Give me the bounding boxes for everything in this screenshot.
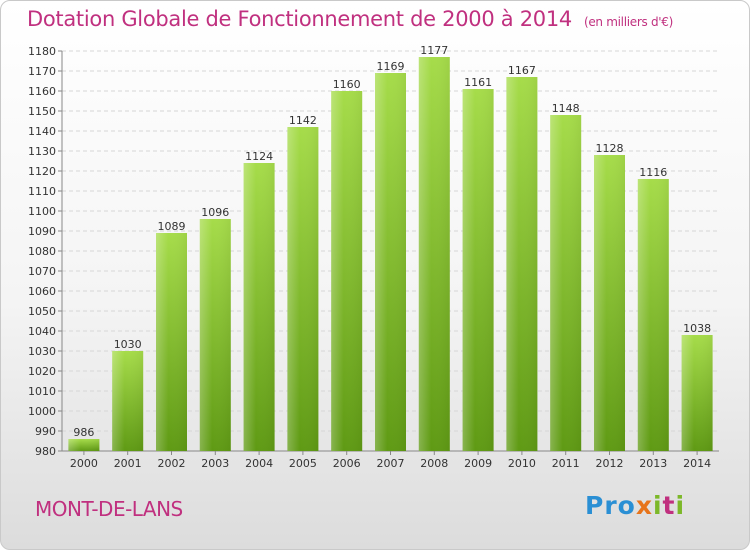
proxiti-logo: Proxiti [585, 491, 686, 520]
x-tick-label: 2011 [552, 457, 580, 470]
y-tick-label: 1130 [28, 145, 56, 158]
y-tick-label: 990 [35, 425, 56, 438]
y-tick-label: 1050 [28, 305, 56, 318]
x-tick-label: 2003 [201, 457, 229, 470]
bar-sheen [243, 163, 275, 451]
bar-value-label: 1089 [158, 220, 186, 233]
bar-sheen [156, 233, 187, 451]
bar-sheen [506, 77, 538, 451]
y-tick-label: 1120 [28, 165, 56, 178]
x-tick-label: 2002 [158, 457, 186, 470]
bar-value-label: 986 [73, 426, 94, 439]
bar-sheen [462, 89, 494, 451]
bar-sheen [199, 219, 231, 451]
x-tick-label: 2010 [508, 457, 536, 470]
bar-sheen [375, 73, 406, 451]
chart-title-text: Dotation Globale de Fonctionnement de 20… [27, 7, 572, 31]
bar-sheen [418, 57, 450, 451]
bar-sheen [637, 179, 669, 451]
x-tick-label: 2006 [333, 457, 361, 470]
y-tick-label: 1140 [28, 125, 56, 138]
y-tick-label: 1180 [28, 45, 56, 58]
y-tick-label: 1060 [28, 285, 56, 298]
bar-sheen [112, 351, 144, 451]
y-tick-label: 1170 [28, 65, 56, 78]
bar-value-label: 1167 [508, 64, 536, 77]
x-tick-label: 2001 [114, 457, 142, 470]
bar-value-label: 1142 [289, 114, 317, 127]
y-tick-label: 1010 [28, 385, 56, 398]
bar-value-label: 1128 [596, 142, 624, 155]
bar-sheen [68, 439, 100, 451]
y-tick-label: 1040 [28, 325, 56, 338]
bar-sheen [681, 335, 713, 451]
bar-value-label: 1177 [420, 44, 448, 57]
x-tick-label: 2008 [420, 457, 448, 470]
bar-value-label: 1161 [464, 76, 492, 89]
chart-title: Dotation Globale de Fonctionnement de 20… [27, 7, 673, 31]
bar-sheen [287, 127, 319, 451]
bar-value-label: 1160 [333, 78, 361, 91]
x-tick-label: 2007 [377, 457, 405, 470]
bar-sheen [331, 91, 363, 451]
x-tick-label: 2005 [289, 457, 317, 470]
axes: 980 990 1000 1010 1020 1030 1040 1050 1060 1070 10… [28, 45, 719, 470]
chart-unit: (en milliers d'€) [583, 15, 673, 29]
bar-value-label: 1169 [377, 60, 405, 73]
bar-value-label: 1038 [683, 322, 711, 335]
y-tick-label: 1090 [28, 225, 56, 238]
x-tick-label: 2012 [596, 457, 624, 470]
x-tick-label: 2004 [245, 457, 273, 470]
bar-sheen [550, 115, 582, 451]
bars [68, 57, 713, 451]
bar-value-label: 1096 [201, 206, 229, 219]
y-tick-label: 980 [35, 445, 56, 458]
bar-sheen [594, 155, 625, 451]
y-tick-label: 1070 [28, 265, 56, 278]
value-labels: 986 1030 1089 1096 1124 1142 1160 1169 1177 1161 1… [73, 44, 711, 439]
y-tick-label: 1100 [28, 205, 56, 218]
bar-value-label: 1030 [114, 338, 142, 351]
y-tick-label: 1020 [28, 365, 56, 378]
x-tick-label: 2000 [70, 457, 98, 470]
commune-name: MONT-DE-LANS [35, 497, 183, 521]
x-tick-label: 2009 [464, 457, 492, 470]
y-tick-label: 1160 [28, 85, 56, 98]
y-tick-label: 1000 [28, 405, 56, 418]
y-tick-label: 1080 [28, 245, 56, 258]
x-tick-label: 2014 [683, 457, 711, 470]
bar-value-label: 1148 [552, 102, 580, 115]
y-tick-label: 1150 [28, 105, 56, 118]
y-tick-label: 1030 [28, 345, 56, 358]
y-tick-label: 1110 [28, 185, 56, 198]
bar-value-label: 1116 [639, 166, 667, 179]
x-tick-label: 2013 [639, 457, 667, 470]
bar-value-label: 1124 [245, 150, 273, 163]
